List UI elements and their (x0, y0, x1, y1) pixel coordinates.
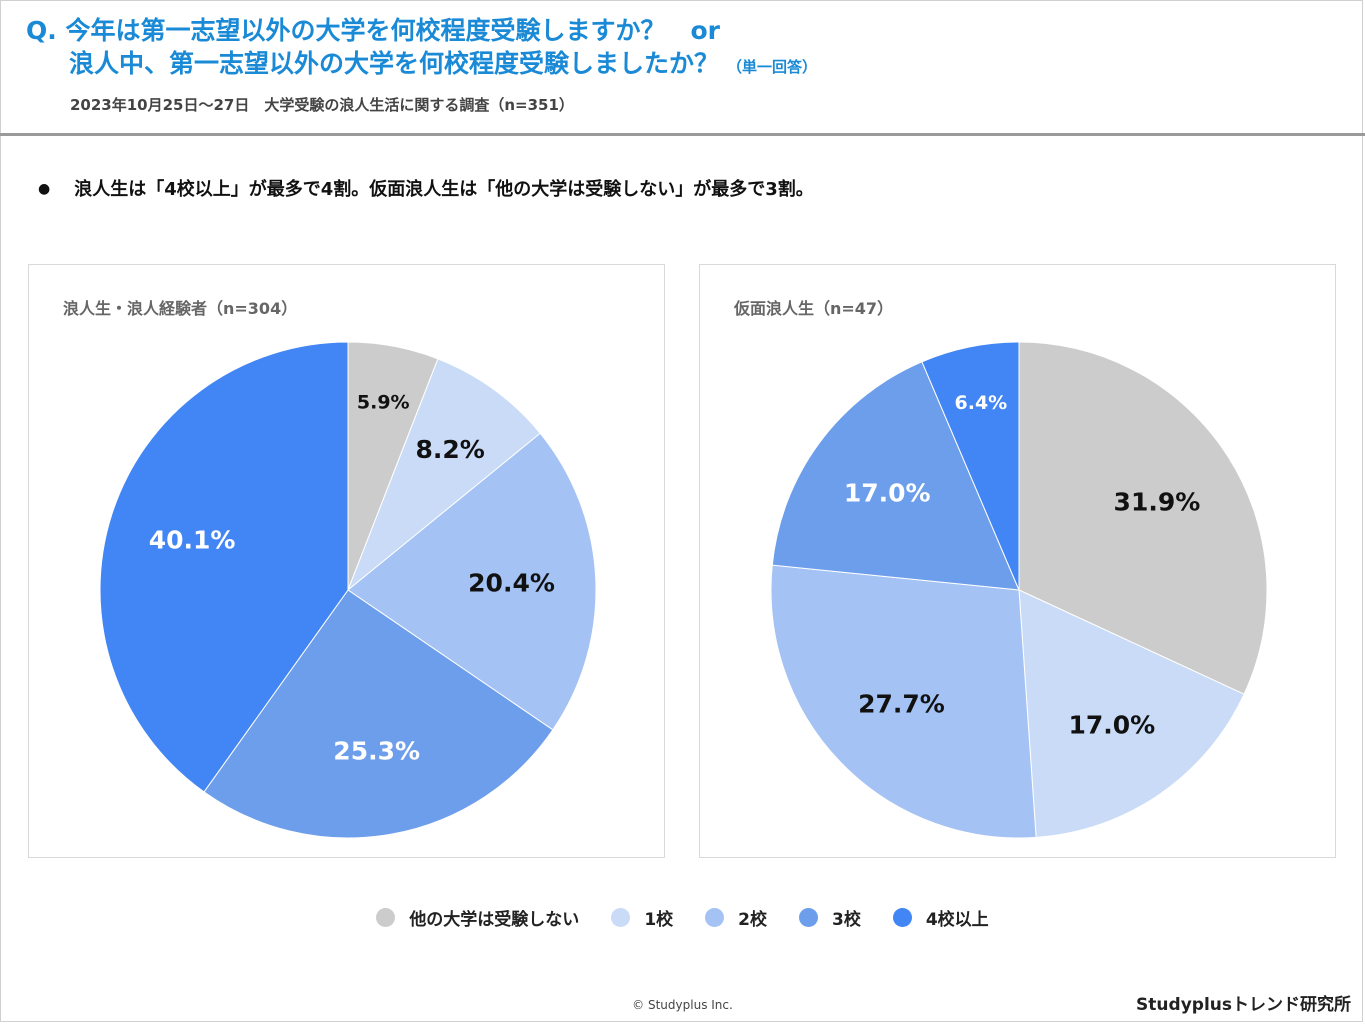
pie0-label-3: 25.3% (333, 737, 420, 766)
legend-swatch-0 (376, 908, 396, 927)
pie-chart-ronin: 5.9%8.2% 20.4% 25.3% 40.1% (99, 341, 597, 839)
pie1-slice-0 (1018, 341, 1268, 695)
question-title-line2-wrap: 浪人中、第一志望以外の大学を何校程度受験しましたか？ （単一回答） (26, 47, 817, 84)
pie1-label-1: 17.0% (1068, 710, 1155, 739)
legend-item-2: 2校 (705, 905, 767, 930)
legend-label-1: 1校 (644, 910, 674, 930)
legend-swatch-4 (892, 908, 912, 927)
pie1-slice-2 (770, 564, 1037, 839)
question-title-line1: Q. 今年は第一志望以外の大学を何校程度受験しますか？ or (26, 16, 720, 45)
legend-item-1: 1校 (611, 905, 673, 930)
answer-type-note: （単一回答） (727, 58, 818, 76)
chart-legend: 他の大学は受験しない 1校 2校 3校 4校以上 (0, 905, 1365, 930)
survey-subtitle: 2023年10月25日～27日 大学受験の浪人生活に関する調査（n=351） (70, 96, 574, 114)
summary-line: ● 浪人生は「4校以上」が最多で4割。仮面浪人生は「他の大学は受験しない」が最多で… (38, 175, 814, 201)
legend-label-0: 他の大学は受験しない (409, 910, 580, 930)
copyright-text: © Studyplus Inc. (632, 998, 733, 1012)
legend-label-4: 4校以上 (925, 910, 989, 930)
question-title-line2: 浪人中、第一志望以外の大学を何校程度受験しましたか？ (69, 49, 720, 78)
legend-label-3: 3校 (832, 910, 861, 930)
pie0-slice-4 (99, 341, 349, 793)
legend-swatch-1 (611, 908, 631, 927)
legend-item-3: 3校 (799, 905, 861, 930)
pie0-label-4: 40.1% (149, 526, 236, 555)
pie0-slice-3 (203, 589, 554, 839)
pie1-label-0: 31.9% (1114, 487, 1201, 516)
pie1-label-4: 6.4% (955, 392, 1008, 414)
pie1-slice-3 (771, 361, 1020, 591)
pie0-slice-2 (347, 432, 597, 731)
pie1-label-2: 27.7% (858, 689, 945, 718)
question-title: Q. 今年は第一志望以外の大学を何校程度受験しますか？ or 浪人中、第一志望以… (26, 14, 817, 84)
legend-swatch-3 (799, 908, 818, 927)
chart-title-ronin: 浪人生・浪人経験者（n=304） (63, 299, 298, 318)
pie1-slice-4 (921, 341, 1020, 591)
summary-text: 浪人生は「4校以上」が最多で4割。仮面浪人生は「他の大学は受験しない」が最多で3… (74, 179, 814, 200)
legend-item-4: 4校以上 (892, 905, 989, 930)
legend-label-2: 2校 (738, 910, 767, 930)
legend-swatch-2 (705, 908, 725, 927)
chart-title-kamen: 仮面浪人生（n=47） (734, 299, 894, 318)
legend-item-0: 他の大学は受験しない (376, 905, 579, 930)
chart-panel-kamen: 仮面浪人生（n=47） 31.9% 17.0% 27.7% 17.0% 6.4% (699, 264, 1336, 858)
pie0-label-0: 5.9% (357, 391, 410, 413)
pie0-slice-1 (346, 358, 541, 592)
header-divider (0, 133, 1365, 136)
pie1-label-3: 17.0% (844, 478, 931, 507)
pie-chart-kamen: 31.9% 17.0% 27.7% 17.0% 6.4% (770, 341, 1268, 839)
pie1-slice-1 (1018, 589, 1245, 838)
pie0-label-2: 20.4% (468, 569, 555, 598)
chart-panel-ronin: 浪人生・浪人経験者（n=304） 5.9% 8.2% 20.4% 25.3% 40.1% (28, 264, 665, 858)
bullet-icon: ● (38, 181, 51, 197)
pie0-label-1: 8.2% (415, 435, 484, 464)
brand-logo-text: Studyplusトレンド研究所 (1136, 995, 1351, 1015)
